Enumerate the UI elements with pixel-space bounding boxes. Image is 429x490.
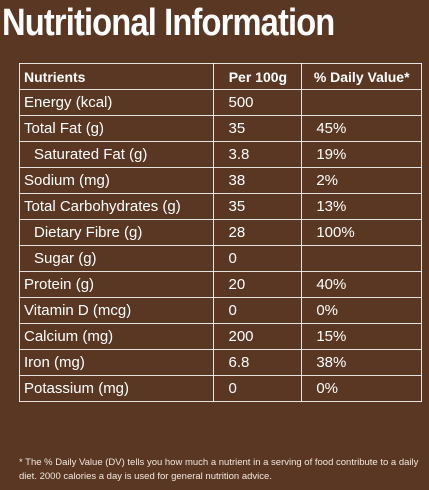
per-100g-value: 200 xyxy=(213,323,303,350)
daily-value: 45% xyxy=(301,115,422,142)
per-100g-value: 20 xyxy=(213,271,303,298)
nutrient-name: Total Carbohydrates (g) xyxy=(18,193,215,220)
table-header-row: Nutrients Per 100g % Daily Value* xyxy=(18,63,422,90)
table-row: Dietary Fibre (g) 28 100% xyxy=(18,219,422,246)
page-title: Nutritional Information xyxy=(2,2,335,44)
table-row: Iron (mg) 6.8 38% xyxy=(18,349,422,376)
table-row: Protein (g) 20 40% xyxy=(18,271,422,298)
table-row: Energy (kcal) 500 xyxy=(18,89,422,116)
per-100g-value: 6.8 xyxy=(213,349,303,376)
nutrient-name: Calcium (mg) xyxy=(18,323,215,350)
nutrition-table: Nutrients Per 100g % Daily Value* Energy… xyxy=(18,63,422,402)
daily-value: 13% xyxy=(301,193,422,220)
per-100g-value: 0 xyxy=(213,375,303,402)
table-row: Sodium (mg) 38 2% xyxy=(18,167,422,194)
daily-value: 19% xyxy=(301,141,422,168)
table-row: Total Fat (g) 35 45% xyxy=(18,115,422,142)
nutrient-name: Potassium (mg) xyxy=(18,375,215,402)
per-100g-value: 0 xyxy=(213,245,303,272)
table-row: Potassium (mg) 0 0% xyxy=(18,375,422,402)
per-100g-value: 0 xyxy=(213,297,303,324)
daily-value: 100% xyxy=(301,219,422,246)
nutrient-name: Protein (g) xyxy=(18,271,215,298)
per-100g-value: 28 xyxy=(213,219,303,246)
daily-value: 40% xyxy=(301,271,422,298)
nutrient-name: Total Fat (g) xyxy=(18,115,215,142)
daily-value: 15% xyxy=(301,323,422,350)
nutrient-name: Iron (mg) xyxy=(18,349,215,376)
nutrient-name: Dietary Fibre (g) xyxy=(18,219,215,246)
per-100g-value: 500 xyxy=(213,89,303,116)
header-nutrients: Nutrients xyxy=(18,63,215,90)
daily-value: 38% xyxy=(301,349,422,376)
header-daily-value: % Daily Value* xyxy=(301,63,422,90)
nutrient-name: Sugar (g) xyxy=(18,245,215,272)
footnote: * The % Daily Value (DV) tells you how m… xyxy=(19,457,419,482)
per-100g-value: 38 xyxy=(213,167,303,194)
table-row: Saturated Fat (g) 3.8 19% xyxy=(18,141,422,168)
daily-value: 2% xyxy=(301,167,422,194)
per-100g-value: 35 xyxy=(213,115,303,142)
table-row: Calcium (mg) 200 15% xyxy=(18,323,422,350)
daily-value xyxy=(301,245,422,272)
table-row: Total Carbohydrates (g) 35 13% xyxy=(18,193,422,220)
daily-value xyxy=(301,89,422,116)
nutrient-name: Vitamin D (mcg) xyxy=(18,297,215,324)
nutrient-name: Energy (kcal) xyxy=(18,89,215,116)
daily-value: 0% xyxy=(301,375,422,402)
table-row: Vitamin D (mcg) 0 0% xyxy=(18,297,422,324)
header-per-100g: Per 100g xyxy=(213,63,303,90)
per-100g-value: 35 xyxy=(213,193,303,220)
nutrient-name: Sodium (mg) xyxy=(18,167,215,194)
nutrient-name: Saturated Fat (g) xyxy=(18,141,215,168)
per-100g-value: 3.8 xyxy=(213,141,303,168)
table-row: Sugar (g) 0 xyxy=(18,245,422,272)
daily-value: 0% xyxy=(301,297,422,324)
